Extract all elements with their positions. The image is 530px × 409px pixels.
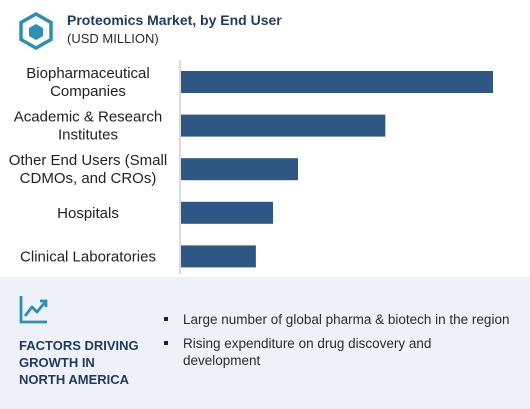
bar-chart: Biopharmaceutical Companies Academic & Res… xyxy=(9,60,493,274)
trend-line-icon xyxy=(19,296,48,324)
chart-title: Proteomics Market, by End User xyxy=(67,12,282,28)
category-label-line: Academic & Research xyxy=(14,109,162,126)
cube-logo-icon xyxy=(19,12,53,50)
category-label-line: CDMOs, and CROs) xyxy=(20,170,157,187)
factors-title-line: GROWTH IN xyxy=(19,355,95,370)
factors-list: Large number of global pharma & biotech … xyxy=(162,311,512,376)
category-label-line: Companies xyxy=(50,83,126,100)
factor-text: Rising expenditure on drug discovery and… xyxy=(183,336,432,368)
category-label: Hospitals xyxy=(57,205,119,222)
chart-subtitle: (USD MILLION) xyxy=(67,31,159,46)
category-label: Biopharmaceutical Companies xyxy=(26,65,149,100)
factors-title-line: NORTH AMERICA xyxy=(19,372,130,387)
factor-text: Large number of global pharma & biotech … xyxy=(183,312,510,327)
bar xyxy=(181,245,256,268)
category-label: Academic & Research Institutes xyxy=(14,109,162,144)
factors-title-line: FACTORS DRIVING xyxy=(19,338,139,353)
bar xyxy=(181,201,274,224)
category-label-line: Institutes xyxy=(58,127,118,144)
bar xyxy=(181,71,493,93)
bar xyxy=(181,158,298,181)
category-label-line: Biopharmaceutical xyxy=(26,65,149,82)
bullet-icon xyxy=(164,341,168,345)
category-label: Clinical Laboratories xyxy=(20,248,156,265)
factor-item: Rising expenditure on drug discovery and… xyxy=(162,335,512,369)
category-label-line: Clinical Laboratories xyxy=(20,248,156,265)
category-label-line: Hospitals xyxy=(57,205,119,222)
bullet-icon xyxy=(164,317,168,321)
bar xyxy=(181,114,386,137)
factors-panel xyxy=(0,277,530,409)
factor-item: Large number of global pharma & biotech … xyxy=(162,311,512,328)
category-label-line: Other End Users (Small xyxy=(9,152,167,169)
category-label: Other End Users (Small CDMOs, and CROs) xyxy=(9,152,167,187)
factors-title: FACTORS DRIVING GROWTH IN NORTH AMERICA xyxy=(19,337,149,388)
